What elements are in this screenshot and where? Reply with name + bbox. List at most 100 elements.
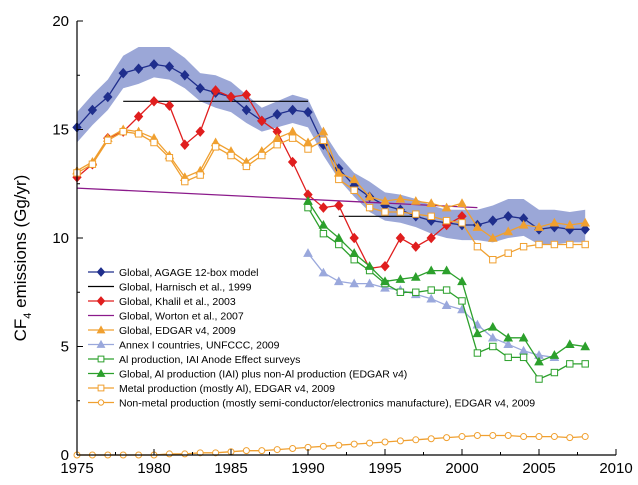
data-point [365,203,374,212]
data-point [349,248,360,257]
data-point [258,447,266,455]
data-point [580,217,591,227]
legend-label: Global, AGAGE 12-box model [119,267,259,279]
legend-label: Global, Khalil et al., 2003 [119,296,236,308]
data-point [443,434,451,442]
series-line [76,128,586,239]
data-point [319,442,327,450]
data-point [534,356,544,366]
data-point [412,436,420,444]
data-point [487,321,498,331]
data-point [287,104,298,116]
data-point [319,136,328,145]
data-point [380,276,390,286]
data-point [535,433,543,441]
legend-label: Global, EDGAR v4, 2009 [119,325,236,337]
data-point [426,232,436,244]
data-point [226,91,236,103]
data-point [333,276,344,286]
data-point [458,219,466,227]
data-point [427,212,435,221]
data-point [564,219,575,229]
legend-label: Global, Harnisch et al., 1999 [119,281,252,293]
data-point [241,89,252,101]
data-point [242,447,250,455]
data-point [441,202,452,212]
data-point [335,441,343,449]
data-point [149,59,159,70]
y-tick-label: 20 [52,13,69,30]
data-point [488,215,498,226]
data-point [241,104,252,116]
data-point [395,193,406,203]
data-point [426,293,437,303]
data-point [426,265,437,275]
data-point [287,126,298,136]
data-point [396,288,405,296]
legend-label: Metal production (mostly Al), EDGAR v4, … [119,383,335,395]
series-9 [73,431,589,459]
data-point [580,341,591,351]
data-point [504,249,512,257]
data-point [335,240,343,249]
data-point [181,177,189,186]
data-point [381,438,389,446]
data-point [304,145,312,153]
data-point [504,431,512,439]
data-point [519,353,528,362]
series-0 [72,59,590,235]
data-point [180,69,190,81]
data-point [165,450,173,458]
data-point [518,332,529,342]
data-point [381,208,389,216]
legend-entry-1: Global, Harnisch et al., 1999 [88,281,252,293]
data-point [350,440,358,448]
data-point [457,276,467,286]
data-point [258,151,266,160]
legend-label: Global, Al production (IAI) plus non-Al … [119,368,407,380]
data-point [350,256,358,264]
data-point [303,106,313,118]
data-point [442,286,451,294]
data-point [473,349,482,357]
data-point [396,437,404,445]
legend-label: Annex I countries, UNFCCC, 2009 [119,339,280,351]
plot-area [72,47,591,459]
data-point [581,433,589,441]
x-tick-label: 1980 [137,460,170,477]
legend: Global, AGAGE 12-box model Global, Harnis… [88,267,535,409]
data-point [395,232,406,244]
data-point [396,208,405,216]
data-point [165,154,174,162]
data-point [242,162,251,171]
data-point [303,248,313,257]
data-point [196,449,204,457]
data-point [412,210,420,218]
data-point [534,222,544,231]
data-point [318,267,329,277]
data-point [334,200,344,211]
data-point [180,139,190,150]
data-point [133,63,144,74]
data-point [227,151,235,160]
data-point [473,242,482,251]
data-point [181,450,189,458]
legend-entry-8: Metal production (mostly Al), EDGAR v4, … [88,383,335,395]
data-point [535,375,543,383]
data-point [97,399,105,406]
data-point [535,240,543,249]
data-point [303,137,313,147]
data-point [150,138,158,147]
data-point [550,433,558,441]
legend-entry-7: Global, Al production (IAI) plus non-Al … [88,368,407,380]
data-point [458,297,466,305]
data-point [472,328,483,338]
data-point [364,261,375,270]
data-point [288,134,297,142]
data-point [427,286,435,294]
data-point [441,265,452,275]
y-tick-label: 5 [61,339,69,356]
legend-entry-9: Non-metal production (mostly semi-conduc… [88,397,535,409]
data-point [503,211,513,222]
data-point [489,431,497,439]
